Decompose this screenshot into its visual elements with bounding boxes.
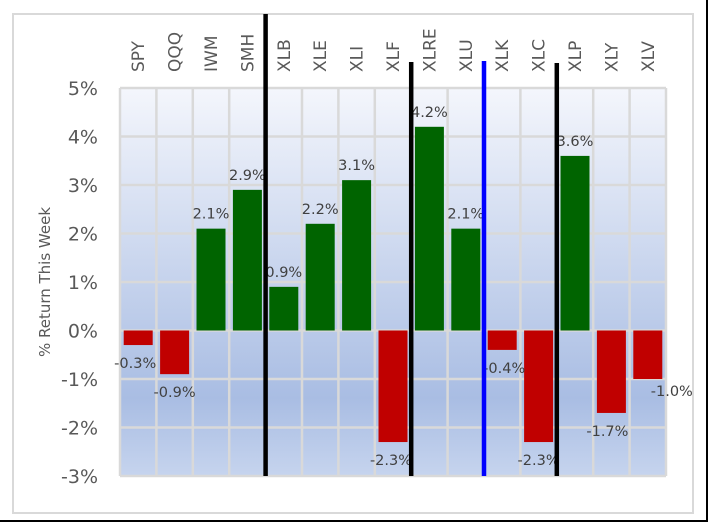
- data-label: 0.9%: [265, 265, 302, 281]
- y-tick-label: 1%: [68, 272, 98, 294]
- data-label: 3.1%: [338, 158, 375, 174]
- y-tick-label: 3%: [68, 175, 98, 197]
- bar-xle: [305, 223, 335, 331]
- data-label: 3.6%: [557, 134, 594, 150]
- data-label: -2.3%: [370, 453, 412, 469]
- category-label: XLRE: [420, 28, 440, 72]
- separator-lines: [263, 14, 560, 476]
- category-label: XLP: [566, 41, 586, 72]
- y-axis-tick-labels: 5% 4% 3% 2% 1% 0% -1% -2% -3%: [61, 78, 98, 488]
- y-tick-label: -2%: [61, 418, 98, 440]
- category-label: IWM: [202, 36, 222, 73]
- y-tick-label: 4%: [68, 127, 98, 149]
- bar-xlv: [633, 330, 663, 379]
- data-labels: -0.3% -0.9% 2.1% 2.9% 0.9% 2.2% 3.1% -2.3% 4.2% 2…: [114, 105, 693, 469]
- category-label: XLV: [639, 41, 659, 72]
- data-label: -1.0%: [651, 384, 693, 400]
- category-label: QQQ: [166, 32, 186, 72]
- bar-smh: [232, 189, 262, 331]
- data-label: 4.2%: [411, 105, 448, 121]
- y-tick-label: -3%: [61, 466, 98, 488]
- y-tick-label: -1%: [61, 369, 98, 391]
- category-label: XLI: [348, 46, 368, 72]
- bar-xlp: [560, 155, 590, 331]
- data-label: -0.4%: [483, 361, 525, 377]
- data-label: -0.3%: [114, 356, 156, 372]
- category-label: XLC: [530, 39, 550, 72]
- data-label: 2.2%: [302, 202, 339, 218]
- chart-frame: [12, 13, 694, 514]
- bar-xly: [596, 330, 626, 413]
- category-label: XLY: [602, 42, 622, 72]
- bar-iwm: [196, 228, 226, 331]
- category-label: XLB: [275, 39, 295, 72]
- data-label: -2.3%: [518, 453, 560, 469]
- bar-xlu: [451, 228, 481, 331]
- category-labels: SPY QQQ IWM SMH XLB XLE XLI XLF XLRE XLU XLK XLC XLP…: [129, 28, 659, 72]
- y-tick-label: 5%: [68, 78, 98, 100]
- bar-spy: [123, 330, 153, 346]
- bar-qqq: [160, 330, 190, 375]
- data-label: 2.1%: [447, 207, 484, 223]
- category-label: XLF: [384, 41, 404, 72]
- data-label: -1.7%: [586, 424, 628, 440]
- bar-xlk: [487, 330, 517, 350]
- bar-xlc: [524, 330, 554, 443]
- bar-xlf: [378, 330, 408, 443]
- category-label: XLK: [493, 39, 513, 72]
- data-label: 2.9%: [229, 168, 266, 184]
- bars: [123, 126, 663, 443]
- category-label: SPY: [129, 40, 149, 72]
- bar-xlre: [414, 126, 444, 331]
- bar-xlb: [269, 286, 299, 331]
- data-label: 2.1%: [193, 207, 230, 223]
- category-label: XLU: [457, 39, 477, 72]
- y-axis-title: % Return This Week: [36, 207, 54, 357]
- y-tick-label: 2%: [68, 224, 98, 246]
- data-label: -0.9%: [154, 385, 196, 401]
- category-label: SMH: [238, 34, 258, 72]
- y-tick-label: 0%: [68, 321, 98, 343]
- bar-xli: [342, 180, 372, 331]
- category-label: XLE: [311, 40, 331, 72]
